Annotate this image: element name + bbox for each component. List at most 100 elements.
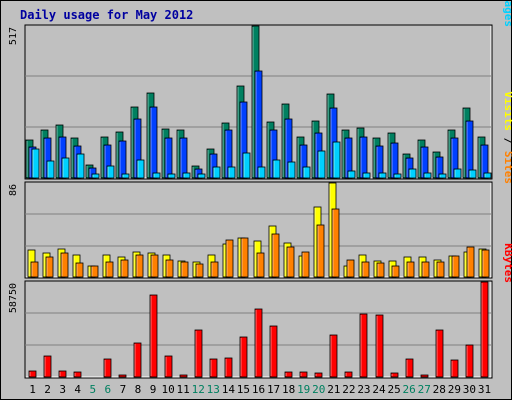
x-tick-label: 4 bbox=[74, 383, 81, 396]
bar-pages-day-6 bbox=[106, 165, 115, 179]
panel-legend: Visits / Sites bbox=[502, 91, 512, 184]
bar-kbytes-day-16 bbox=[254, 308, 263, 378]
x-tick-label: 12 bbox=[192, 383, 205, 396]
bar-pages-day-26 bbox=[408, 168, 417, 179]
bar-sites-day-27 bbox=[421, 261, 430, 278]
bar-pages-day-18 bbox=[287, 161, 296, 179]
x-tick-label: 14 bbox=[222, 383, 236, 396]
bar-kbytes-day-13 bbox=[209, 358, 218, 378]
panel-legend: Hits / Files / Pages bbox=[502, 0, 512, 27]
bar-kbytes-day-3 bbox=[58, 370, 67, 378]
x-tick-label: 10 bbox=[161, 383, 174, 396]
bar-pages-day-3 bbox=[61, 157, 70, 179]
bar-kbytes-day-14 bbox=[224, 357, 233, 378]
bar-sites-day-8 bbox=[135, 254, 144, 278]
x-tick-label: 28 bbox=[433, 383, 446, 396]
bar-sites-day-1 bbox=[30, 261, 39, 278]
bar-sites-day-12 bbox=[195, 263, 204, 278]
x-tick-label: 18 bbox=[282, 383, 295, 396]
bar-sites-day-31 bbox=[481, 249, 490, 278]
bar-kbytes-day-1 bbox=[28, 370, 37, 378]
bar-kbytes-day-6 bbox=[103, 358, 112, 378]
bar-pages-day-25 bbox=[393, 173, 402, 179]
bar-sites-day-30 bbox=[466, 246, 475, 278]
bar-kbytes-day-23 bbox=[359, 313, 368, 378]
bar-kbytes-day-24 bbox=[375, 314, 384, 378]
bar-kbytes-day-4 bbox=[73, 371, 82, 378]
bar-sites-day-4 bbox=[75, 262, 84, 278]
bar-kbytes-day-8 bbox=[133, 342, 142, 378]
bar-pages-day-19 bbox=[302, 166, 311, 179]
bar-kbytes-day-30 bbox=[465, 344, 474, 378]
x-tick-label: 11 bbox=[177, 383, 190, 396]
bar-kbytes-day-19 bbox=[299, 371, 308, 378]
bar-pages-day-14 bbox=[227, 166, 236, 179]
bar-pages-day-27 bbox=[423, 172, 432, 179]
bar-sites-day-20 bbox=[316, 224, 325, 278]
bar-pages-day-20 bbox=[317, 150, 326, 179]
x-tick-label: 19 bbox=[297, 383, 310, 396]
bar-pages-day-21 bbox=[332, 141, 341, 179]
bar-sites-day-3 bbox=[60, 252, 69, 278]
bar-pages-day-7 bbox=[121, 173, 130, 179]
bar-kbytes-day-22 bbox=[344, 371, 353, 378]
bar-kbytes-day-12 bbox=[194, 329, 203, 378]
bar-pages-day-22 bbox=[347, 170, 356, 179]
x-tick-label: 30 bbox=[463, 383, 476, 396]
bar-sites-day-23 bbox=[361, 261, 370, 278]
bar-pages-day-30 bbox=[468, 169, 477, 179]
x-tick-label: 24 bbox=[372, 383, 386, 396]
bar-sites-day-26 bbox=[406, 261, 415, 278]
bar-kbytes-day-11 bbox=[179, 374, 188, 378]
bar-kbytes-day-2 bbox=[43, 355, 52, 378]
bar-pages-day-5 bbox=[91, 173, 100, 179]
bar-kbytes-day-29 bbox=[450, 359, 459, 378]
x-tick-label: 15 bbox=[237, 383, 250, 396]
bar-pages-day-10 bbox=[167, 173, 176, 179]
bar-sites-day-7 bbox=[120, 259, 129, 278]
bar-pages-day-17 bbox=[272, 159, 281, 179]
bar-sites-day-29 bbox=[451, 255, 460, 278]
axis-max-label: 86 bbox=[8, 184, 19, 196]
x-tick-label: 8 bbox=[135, 383, 142, 396]
x-tick-label: 9 bbox=[150, 383, 157, 396]
bar-sites-day-28 bbox=[436, 261, 445, 278]
bar-sites-day-18 bbox=[286, 246, 295, 278]
bar-sites-day-5 bbox=[90, 265, 99, 278]
x-tick-label: 29 bbox=[448, 383, 461, 396]
legend-entry: KBytes bbox=[502, 243, 512, 283]
x-tick-label: 31 bbox=[478, 383, 491, 396]
x-tick-label: 17 bbox=[267, 383, 280, 396]
x-tick-label: 16 bbox=[252, 383, 265, 396]
bar-pages-day-4 bbox=[76, 153, 85, 179]
bar-kbytes-day-28 bbox=[435, 329, 444, 378]
x-tick-label: 27 bbox=[418, 383, 431, 396]
x-tick-label: 6 bbox=[105, 383, 112, 396]
x-tick-label: 5 bbox=[89, 383, 96, 396]
bar-kbytes-day-21 bbox=[329, 334, 338, 378]
bar-pages-day-9 bbox=[152, 172, 161, 179]
bar-sites-day-19 bbox=[301, 251, 310, 278]
bar-pages-day-15 bbox=[242, 152, 251, 179]
legend-entry: Pages bbox=[502, 0, 512, 27]
bar-pages-day-28 bbox=[438, 173, 447, 179]
bar-pages-day-24 bbox=[378, 172, 387, 179]
bar-sites-day-14 bbox=[225, 239, 234, 278]
x-tick-label: 3 bbox=[59, 383, 66, 396]
bar-sites-day-16 bbox=[256, 252, 265, 278]
bar-sites-day-22 bbox=[346, 259, 355, 278]
legend-entry: Sites bbox=[502, 151, 512, 184]
x-tick-label: 2 bbox=[44, 383, 51, 396]
bar-sites-day-13 bbox=[210, 261, 219, 278]
x-tick-label: 25 bbox=[387, 383, 400, 396]
bar-sites-day-24 bbox=[376, 262, 385, 278]
x-tick-label: 13 bbox=[207, 383, 220, 396]
bar-pages-day-12 bbox=[197, 173, 206, 179]
bar-kbytes-day-7 bbox=[118, 374, 127, 378]
x-tick-label: 21 bbox=[327, 383, 340, 396]
bar-sites-day-9 bbox=[150, 254, 159, 278]
x-tick-label: 1 bbox=[29, 383, 36, 396]
bar-kbytes-day-15 bbox=[239, 336, 248, 378]
panel-legend: KBytes bbox=[502, 243, 512, 283]
